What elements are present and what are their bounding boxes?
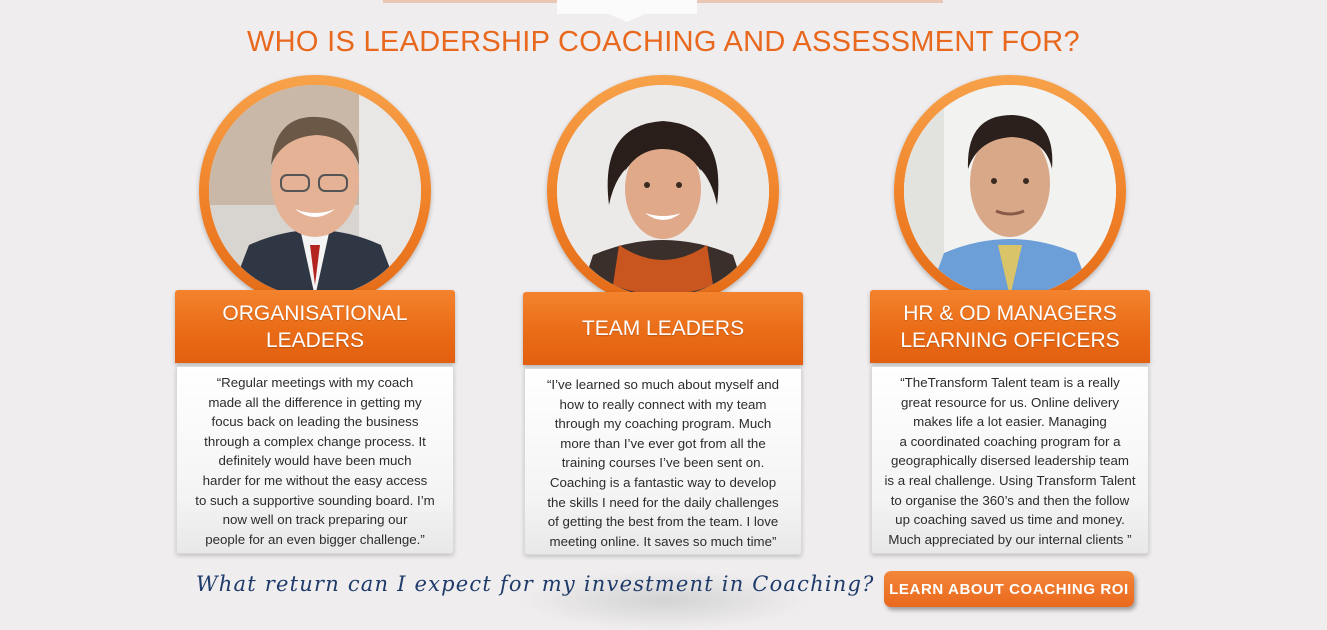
learn-coaching-roi-button[interactable]: LEARN ABOUT COACHING ROI	[884, 571, 1134, 607]
avatar-ring	[199, 75, 431, 307]
testimonial-box: “Regular meetings with my coach made all…	[176, 366, 454, 554]
role-banner: ORGANISATIONAL LEADERS	[175, 290, 455, 363]
role-banner: TEAM LEADERS	[523, 292, 803, 365]
role-title: HR & OD MANAGERS LEARNING OFFICERS	[900, 301, 1120, 352]
man-in-blue-shirt-photo	[904, 85, 1116, 297]
avatar-ring	[894, 75, 1126, 307]
man-with-glasses-photo	[209, 85, 421, 297]
role-banner: HR & OD MANAGERS LEARNING OFFICERS	[870, 290, 1150, 363]
testimonial-text: “TheTransform Talent team is a really gr…	[884, 375, 1136, 547]
testimonial-box: “I’ve learned so much about myself and h…	[524, 368, 802, 555]
page-title: WHO IS LEADERSHIP COACHING AND ASSESSMEN…	[247, 26, 1080, 58]
roi-question-text: What return can I expect for my investme…	[196, 572, 875, 596]
avatar-ring	[547, 75, 779, 307]
role-title: ORGANISATIONAL LEADERS	[222, 301, 408, 352]
testimonial-box: “TheTransform Talent team is a really gr…	[871, 366, 1149, 554]
woman-with-scarf-photo	[557, 85, 769, 297]
role-title: TEAM LEADERS	[581, 317, 745, 340]
testimonial-text: “Regular meetings with my coach made all…	[195, 375, 435, 547]
testimonial-text: “I’ve learned so much about myself and h…	[546, 377, 780, 549]
top-pointer-tab	[557, 0, 697, 22]
